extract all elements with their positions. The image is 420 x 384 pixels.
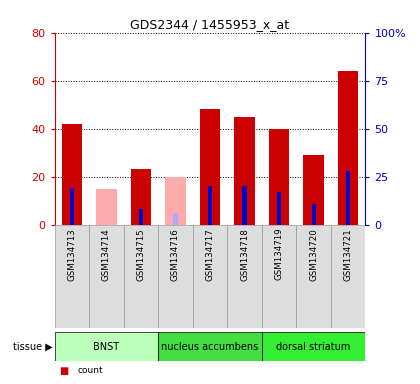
- Bar: [131, 169, 151, 225]
- Text: nucleus accumbens: nucleus accumbens: [161, 341, 259, 352]
- Bar: [277, 192, 281, 225]
- Bar: [208, 186, 212, 225]
- Text: GSM134713: GSM134713: [67, 228, 76, 280]
- Bar: [234, 117, 255, 225]
- Bar: [193, 225, 227, 328]
- Bar: [70, 188, 74, 225]
- Text: dorsal striatum: dorsal striatum: [276, 341, 351, 352]
- Text: tissue ▶: tissue ▶: [13, 341, 52, 352]
- Text: ■: ■: [59, 366, 68, 376]
- Text: GSM134715: GSM134715: [136, 228, 145, 280]
- Bar: [303, 155, 324, 225]
- Bar: [165, 177, 186, 225]
- Bar: [227, 225, 262, 328]
- Bar: [262, 225, 297, 328]
- Bar: [331, 225, 365, 328]
- Bar: [61, 124, 82, 225]
- Bar: [200, 109, 221, 225]
- Text: BNST: BNST: [93, 341, 119, 352]
- Bar: [158, 332, 262, 361]
- Text: GSM134717: GSM134717: [205, 228, 215, 280]
- Text: GSM134719: GSM134719: [275, 228, 284, 280]
- Bar: [269, 129, 289, 225]
- Text: GSM134720: GSM134720: [309, 228, 318, 280]
- Bar: [89, 225, 123, 328]
- Bar: [312, 204, 316, 225]
- Bar: [297, 225, 331, 328]
- Bar: [338, 71, 359, 225]
- Bar: [139, 209, 143, 225]
- Text: GSM134714: GSM134714: [102, 228, 111, 280]
- Bar: [123, 225, 158, 328]
- Bar: [55, 225, 89, 328]
- Bar: [346, 171, 350, 225]
- Bar: [173, 213, 178, 225]
- Text: GSM134721: GSM134721: [344, 228, 353, 280]
- Title: GDS2344 / 1455953_x_at: GDS2344 / 1455953_x_at: [131, 18, 289, 31]
- Bar: [55, 332, 158, 361]
- Text: GSM134718: GSM134718: [240, 228, 249, 280]
- Bar: [158, 225, 193, 328]
- Bar: [96, 189, 117, 225]
- Text: GSM134716: GSM134716: [171, 228, 180, 280]
- Text: count: count: [78, 366, 103, 375]
- Bar: [262, 332, 365, 361]
- Bar: [242, 186, 247, 225]
